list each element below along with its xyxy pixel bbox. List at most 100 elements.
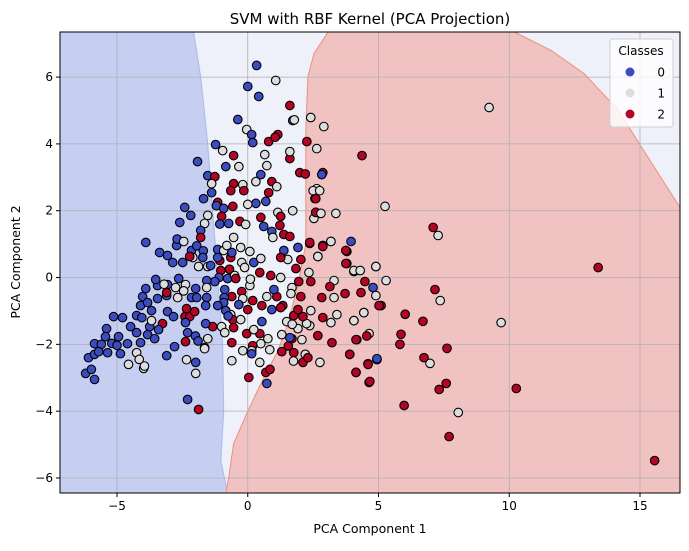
data-point-class-0	[89, 374, 100, 385]
data-point-class-1	[178, 286, 189, 296]
legend-marker-0	[625, 67, 635, 77]
data-point-class-1	[190, 368, 201, 379]
data-point-class-0	[179, 202, 190, 213]
data-point-class-2	[230, 273, 241, 284]
data-point-class-0	[205, 260, 216, 271]
data-point-class-0	[242, 81, 253, 92]
legend-marker-2	[625, 109, 635, 119]
data-point-class-0	[113, 331, 124, 342]
data-point-class-1	[139, 361, 150, 371]
data-point-class-1	[202, 210, 213, 221]
data-point-class-1	[245, 274, 256, 285]
data-point-class-0	[200, 318, 211, 329]
data-point-class-0	[346, 236, 356, 247]
x-tick-label: 10	[502, 499, 517, 513]
data-point-class-1	[234, 161, 244, 172]
data-point-class-0	[206, 187, 217, 198]
data-point-class-2	[316, 292, 327, 303]
data-point-class-2	[184, 251, 195, 262]
region-class-2	[225, 32, 680, 493]
data-point-class-1	[123, 359, 134, 370]
data-point-class-2	[291, 263, 301, 274]
data-point-class-2	[226, 337, 237, 348]
data-point-class-2	[265, 364, 275, 375]
x-tick-label: 15	[632, 499, 647, 513]
data-point-class-0	[372, 353, 382, 364]
data-point-class-2	[361, 331, 372, 341]
data-point-class-1	[242, 199, 253, 210]
data-point-class-1	[285, 146, 295, 157]
y-axis-label: PCA Component 2	[8, 205, 23, 318]
data-point-class-2	[275, 302, 286, 313]
data-point-class-1	[134, 354, 145, 365]
data-point-class-0	[168, 311, 179, 322]
data-point-class-2	[228, 322, 239, 333]
data-point-class-0	[185, 210, 196, 221]
data-point-class-1	[240, 219, 251, 230]
data-point-class-1	[159, 279, 169, 290]
x-tick-label: −5	[108, 499, 126, 513]
y-tick-label: −2	[35, 337, 53, 351]
data-point-class-0	[150, 274, 161, 285]
data-point-class-2	[395, 339, 405, 350]
data-point-class-0	[257, 316, 267, 327]
data-point-class-2	[228, 150, 239, 161]
data-point-class-1	[311, 143, 322, 154]
data-point-class-1	[271, 181, 282, 192]
grid	[60, 32, 680, 493]
data-point-class-1	[146, 315, 157, 326]
data-point-class-2	[344, 349, 355, 360]
data-point-class-2	[511, 383, 522, 394]
data-point-class-0	[112, 340, 122, 351]
data-point-class-1	[248, 324, 259, 335]
data-point-class-1	[288, 356, 299, 366]
data-point-class-2	[275, 211, 286, 222]
data-point-class-1	[181, 354, 192, 365]
data-point-class-0	[223, 311, 233, 321]
data-point-class-1	[484, 102, 494, 113]
data-point-class-2	[257, 300, 267, 311]
data-point-class-1	[270, 75, 281, 86]
legend-box	[609, 38, 674, 128]
data-point-class-0	[368, 282, 378, 293]
data-point-class-2	[225, 185, 236, 196]
data-point-class-1	[237, 345, 248, 356]
data-point-class-1	[312, 251, 323, 262]
data-point-class-0	[193, 336, 203, 346]
data-point-class-2	[340, 258, 351, 269]
data-point-class-1	[380, 201, 390, 212]
data-point-class-1	[453, 407, 464, 418]
data-point-class-1	[297, 334, 307, 345]
data-point-class-2	[360, 276, 370, 287]
data-point-class-0	[285, 332, 295, 343]
data-point-class-0	[86, 364, 97, 375]
data-point-class-1	[261, 291, 272, 302]
plot-frame	[59, 31, 681, 494]
data-point-class-0	[293, 242, 303, 253]
data-point-class-1	[221, 240, 232, 251]
data-point-class-0	[191, 292, 202, 303]
data-point-class-2	[242, 304, 253, 315]
x-tick-label: 5	[375, 499, 383, 513]
data-point-class-1	[371, 290, 381, 301]
data-point-class-2	[444, 431, 454, 442]
data-point-class-0	[251, 60, 262, 71]
data-points	[80, 60, 660, 466]
data-point-class-0	[190, 357, 201, 368]
data-point-class-0	[198, 193, 209, 204]
data-point-class-1	[217, 145, 228, 156]
data-point-class-0	[258, 221, 269, 232]
data-point-class-0	[246, 129, 257, 140]
data-point-class-0	[140, 283, 151, 294]
data-point-class-2	[295, 291, 306, 302]
data-point-class-2	[180, 336, 191, 347]
data-point-class-1	[226, 355, 237, 366]
data-point-class-2	[418, 316, 428, 327]
data-point-class-1	[255, 253, 266, 264]
data-point-class-0	[122, 338, 133, 349]
data-point-class-2	[374, 300, 384, 311]
data-point-class-1	[425, 358, 435, 369]
y-tick-label: 0	[45, 271, 53, 285]
data-point-class-2	[295, 254, 306, 265]
